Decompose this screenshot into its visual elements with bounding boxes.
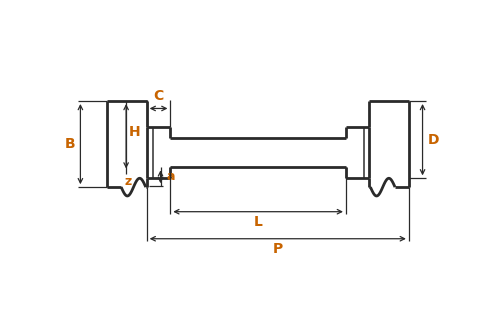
Text: a: a <box>166 170 174 183</box>
Text: P: P <box>272 242 283 255</box>
Text: z: z <box>125 175 132 188</box>
Text: B: B <box>64 137 75 151</box>
Text: H: H <box>129 125 141 139</box>
Text: D: D <box>428 133 439 147</box>
Text: C: C <box>154 89 164 103</box>
Text: L: L <box>254 214 262 229</box>
